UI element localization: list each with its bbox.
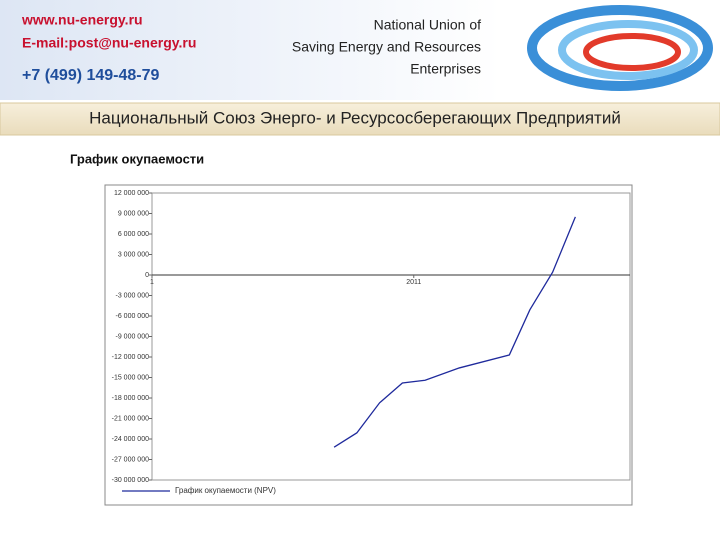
org-name: National Union of (374, 17, 482, 33)
y-tick-label: 0 (145, 272, 149, 279)
logo (527, 5, 713, 91)
phone: +7 (499) 149-48-79 (22, 67, 160, 84)
y-tick-label: -21 000 000 (112, 415, 149, 422)
x-tick-label: 2011 (406, 279, 421, 286)
y-tick-label: 3 000 000 (118, 251, 149, 258)
chart-title: График окупаемости (70, 151, 204, 166)
y-tick-label: 6 000 000 (118, 231, 149, 238)
y-tick-label: -3 000 000 (116, 292, 150, 299)
y-tick-label: -15 000 000 (112, 374, 149, 381)
y-tick-label: 9 000 000 (118, 210, 149, 217)
y-tick-label: -18 000 000 (112, 395, 149, 402)
y-tick-label: -6 000 000 (116, 313, 150, 320)
banner-text: Национальный Союз Энерго- и Ресурсосбере… (89, 108, 621, 127)
chart-frame (104, 184, 633, 506)
y-tick-label: -9 000 000 (116, 333, 150, 340)
y-tick-label: 12 000 000 (114, 190, 149, 197)
x-tick-label: 1 (150, 279, 154, 286)
series-line (333, 216, 576, 448)
site: www.nu-energy.ru (21, 12, 143, 28)
org-name: Saving Energy and Resources (292, 39, 481, 55)
y-tick-label: -27 000 000 (112, 456, 149, 463)
email: E-mail:post@nu-energy.ru (22, 35, 196, 51)
header-bg (0, 0, 500, 100)
legend-label: График окупаемости (NPV) (175, 486, 276, 495)
y-tick-label: -30 000 000 (112, 477, 149, 484)
y-tick-label: -12 000 000 (112, 354, 149, 361)
org-name: Enterprises (410, 61, 481, 77)
banner (0, 102, 720, 136)
y-tick-label: -24 000 000 (112, 436, 149, 443)
